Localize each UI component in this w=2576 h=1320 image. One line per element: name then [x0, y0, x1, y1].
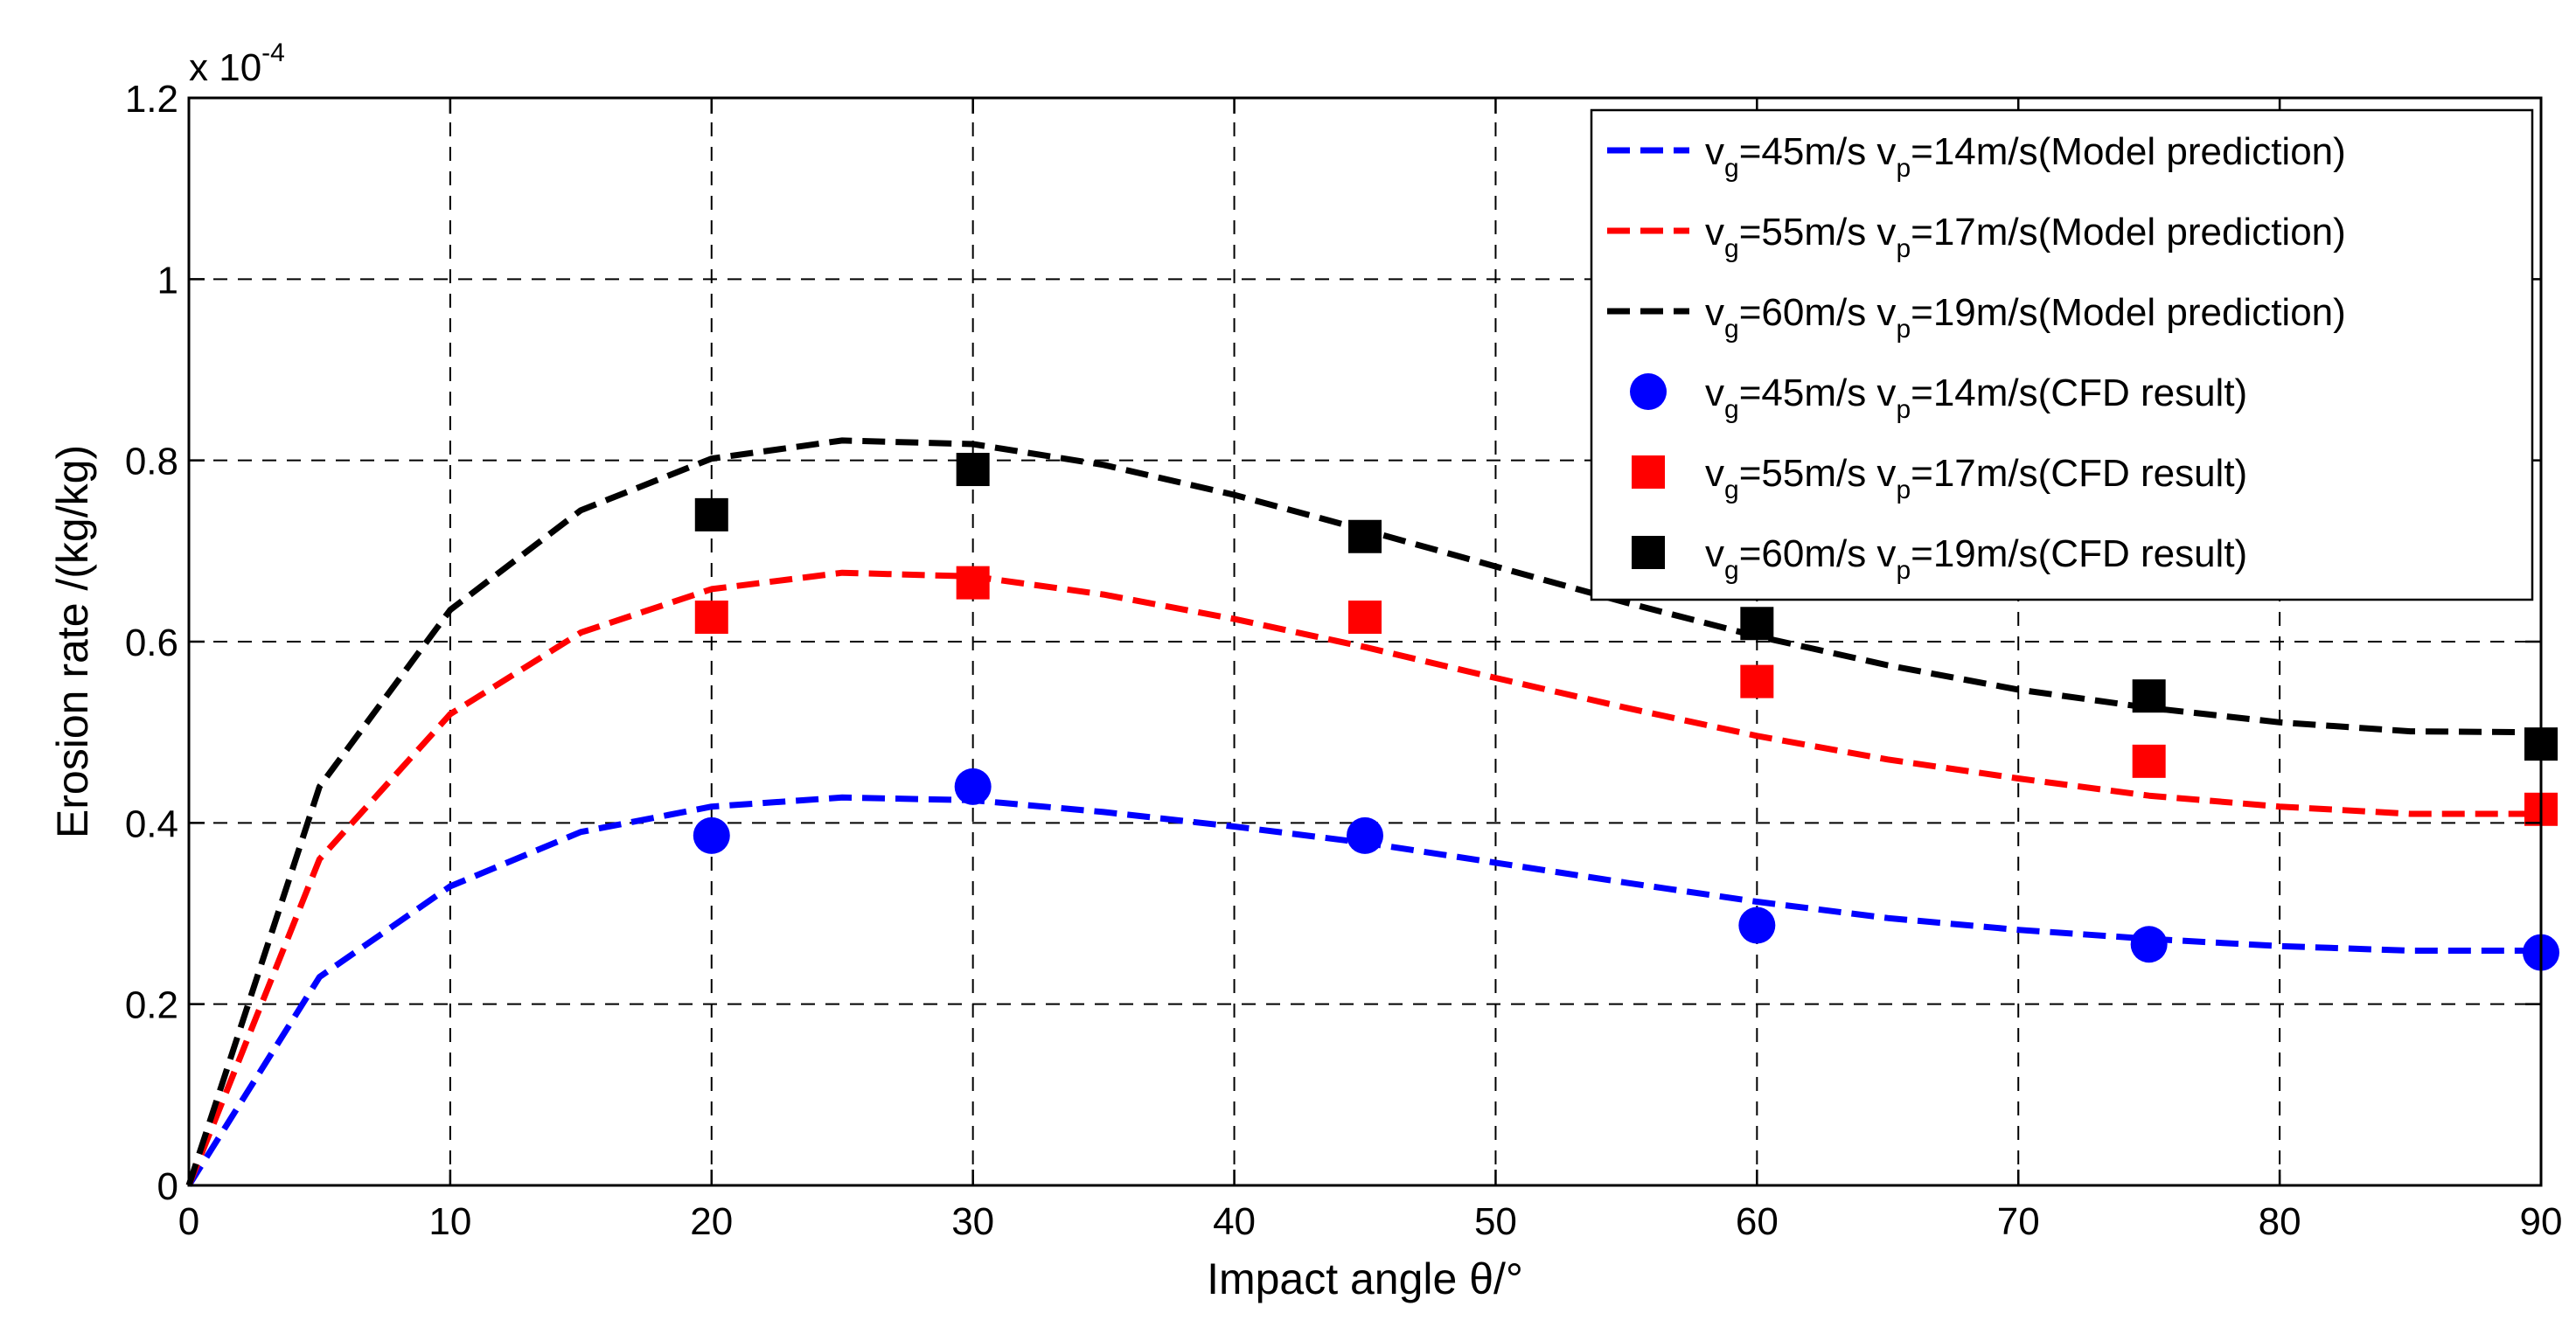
series-6 — [694, 453, 2558, 761]
x-tick-label: 90 — [2520, 1200, 2563, 1243]
y-axis-label: Erosion rate /(kg/kg) — [48, 445, 97, 838]
y-tick-label: 0 — [157, 1165, 178, 1208]
cfd-data-point — [693, 816, 730, 854]
cfd-data-point — [1738, 907, 1776, 944]
cfd-data-point — [694, 601, 728, 635]
legend-text: =60m/s v — [1739, 291, 1897, 334]
y-tick-label: 0.4 — [125, 802, 178, 845]
y-tick-label: 1 — [157, 259, 178, 302]
cfd-data-point — [2132, 679, 2166, 713]
legend-subscript: p — [1896, 476, 1911, 504]
y-multiplier-exponent: -4 — [261, 38, 285, 67]
y-multiplier-base: x 10 — [189, 46, 261, 89]
legend-subscript: p — [1896, 234, 1911, 263]
legend-entry: vg=60m/s vp=19m/s(CFD result) — [1632, 532, 2247, 585]
series-4 — [693, 768, 2559, 971]
legend: vg=45m/s vp=14m/s(Model prediction)vg=55… — [1590, 108, 2534, 601]
x-tick-label: 10 — [428, 1200, 471, 1243]
cfd-data-point — [2132, 744, 2166, 778]
x-tick-label: 50 — [1474, 1200, 1517, 1243]
x-tick-label: 30 — [951, 1200, 994, 1243]
legend-subscript: g — [1724, 476, 1739, 504]
legend-text: =55m/s v — [1739, 452, 1897, 495]
legend-text: =45m/s v — [1739, 372, 1897, 414]
legend-marker-swatch — [1632, 536, 1665, 569]
x-tick-label: 20 — [690, 1200, 733, 1243]
x-tick-label: 70 — [1997, 1200, 2040, 1243]
legend-text: =19m/s(Model prediction) — [1911, 291, 2346, 334]
legend-label: vg=45m/s vp=14m/s(CFD result) — [1705, 372, 2247, 424]
legend-marker-swatch — [1630, 373, 1667, 410]
y-tick-label: 0.8 — [125, 441, 178, 483]
legend-text: v — [1705, 372, 1724, 414]
legend-box — [1590, 108, 2534, 601]
cfd-data-point — [1348, 519, 1382, 553]
legend-entry: vg=45m/s vp=14m/s(CFD result) — [1630, 372, 2247, 424]
x-tick-label: 60 — [1736, 1200, 1779, 1243]
x-axis-label: Impact angle θ/° — [1207, 1254, 1523, 1303]
legend-subscript: g — [1724, 395, 1739, 424]
cfd-data-point — [694, 497, 728, 531]
legend-text: =14m/s(Model prediction) — [1911, 130, 2346, 173]
legend-entry: vg=55m/s vp=17m/s(Model prediction) — [1607, 211, 2346, 263]
series-2 — [185, 569, 2541, 1187]
y-tick-label: 0.6 — [125, 622, 178, 664]
legend-text: =60m/s v — [1739, 532, 1897, 575]
plot-series — [185, 437, 2559, 1187]
y-tick-label: 1.2 — [125, 78, 178, 121]
y-multiplier-label: x 10-4 — [189, 38, 285, 89]
cfd-data-point — [956, 453, 990, 487]
legend-text: =17m/s(CFD result) — [1911, 452, 2247, 495]
legend-subscript: g — [1724, 234, 1739, 263]
legend-subscript: p — [1896, 556, 1911, 585]
legend-text: =17m/s(Model prediction) — [1911, 211, 2346, 254]
cfd-data-point — [954, 768, 992, 805]
legend-subscript: p — [1896, 315, 1911, 344]
y-tick-label: 0.2 — [125, 984, 178, 1027]
legend-marker-swatch — [1632, 455, 1665, 489]
legend-entry: vg=60m/s vp=19m/s(Model prediction) — [1607, 291, 2346, 344]
legend-text: =55m/s v — [1739, 211, 1897, 254]
legend-text: v — [1705, 211, 1724, 254]
x-tick-label: 80 — [2259, 1200, 2301, 1243]
legend-label: vg=45m/s vp=14m/s(Model prediction) — [1705, 130, 2346, 183]
legend-label: vg=55m/s vp=17m/s(Model prediction) — [1705, 211, 2346, 263]
model-prediction-line — [185, 569, 2541, 1187]
cfd-data-point — [1740, 607, 1774, 641]
legend-entry: vg=45m/s vp=14m/s(Model prediction) — [1607, 130, 2346, 183]
legend-subscript: g — [1724, 315, 1739, 344]
legend-subscript: p — [1896, 395, 1911, 424]
legend-text: v — [1705, 452, 1724, 495]
legend-label: vg=60m/s vp=19m/s(CFD result) — [1705, 532, 2247, 585]
legend-label: vg=60m/s vp=19m/s(Model prediction) — [1705, 291, 2346, 344]
legend-label: vg=55m/s vp=17m/s(CFD result) — [1705, 452, 2247, 504]
legend-text: v — [1705, 291, 1724, 334]
x-tick-label: 0 — [178, 1200, 199, 1243]
cfd-data-point — [2130, 926, 2168, 963]
legend-text: =45m/s v — [1739, 130, 1897, 173]
legend-text: =19m/s(CFD result) — [1911, 532, 2247, 575]
legend-text: v — [1705, 130, 1724, 173]
cfd-data-point — [1348, 601, 1382, 635]
cfd-data-point — [956, 566, 990, 600]
legend-text: v — [1705, 532, 1724, 575]
legend-entry: vg=55m/s vp=17m/s(CFD result) — [1632, 452, 2247, 504]
axis-labels: Impact angle θ/° Erosion rate /(kg/kg) x… — [48, 38, 1523, 1303]
legend-text: =14m/s(CFD result) — [1911, 372, 2247, 414]
x-tick-label: 40 — [1213, 1200, 1256, 1243]
cfd-data-point — [1347, 816, 1383, 854]
legend-subscript: g — [1724, 154, 1739, 183]
cfd-data-point — [1740, 664, 1774, 698]
legend-subscript: g — [1724, 556, 1739, 585]
legend-subscript: p — [1896, 154, 1911, 183]
